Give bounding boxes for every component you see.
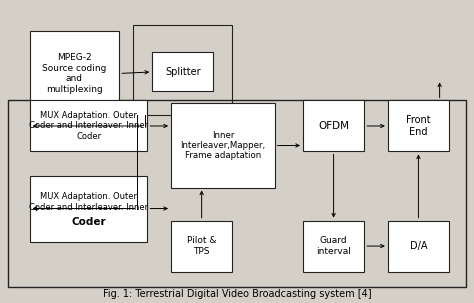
Bar	[30, 175, 147, 241]
Bar	[171, 221, 232, 271]
Bar	[303, 101, 364, 152]
Bar	[171, 103, 275, 188]
Text: MPEG-2
Source coding
and
multiplexing: MPEG-2 Source coding and multiplexing	[42, 53, 107, 94]
Text: Guard
interval: Guard interval	[316, 236, 351, 256]
Bar	[30, 101, 147, 152]
Bar	[388, 221, 449, 271]
Text: Coder: Coder	[71, 217, 106, 227]
Text: Fig. 1: Terrestrial Digital Video Broadcasting system [4]: Fig. 1: Terrestrial Digital Video Broadc…	[103, 289, 371, 299]
Bar	[133, 25, 232, 115]
Bar	[388, 101, 449, 152]
Text: OFDM: OFDM	[318, 121, 349, 131]
Text: Front
End: Front End	[406, 115, 431, 137]
Text: Pilot &
TPS: Pilot & TPS	[187, 236, 217, 256]
Text: MUX Adaptation. Outer
Coder and Interleaver. Inner: MUX Adaptation. Outer Coder and Interlea…	[29, 192, 148, 211]
Bar	[9, 101, 465, 287]
Text: D/A: D/A	[410, 241, 427, 251]
Text: MUX Adaptation. Outer
Coder and Interleaver. Inner
Coder: MUX Adaptation. Outer Coder and Interlea…	[29, 111, 148, 141]
Bar	[152, 52, 213, 92]
Bar	[30, 32, 119, 115]
Bar	[303, 221, 364, 271]
Text: Splitter: Splitter	[165, 67, 201, 77]
Text: Inner
Interleaver,Mapper,
Frame adaptation: Inner Interleaver,Mapper, Frame adaptati…	[180, 131, 265, 160]
